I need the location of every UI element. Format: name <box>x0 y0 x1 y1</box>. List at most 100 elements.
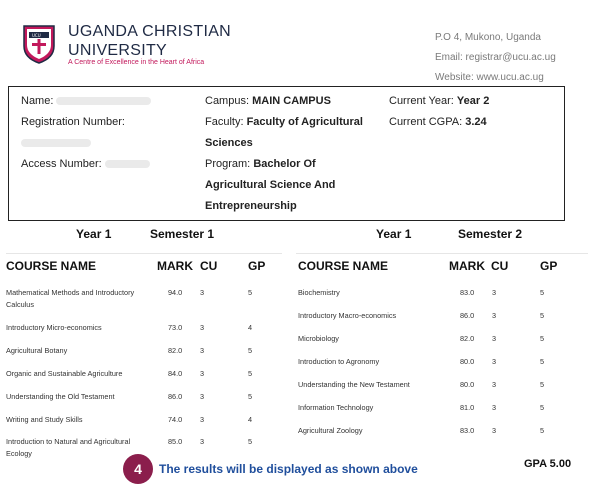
current-year-value: Year 2 <box>456 95 490 107</box>
access-redacted <box>104 160 150 169</box>
course-gp: 5 <box>248 437 253 446</box>
course-mark: 84.0 <box>168 369 183 378</box>
course-mark: 82.0 <box>168 346 183 355</box>
cgpa-row: Current CGPA: 3.24 <box>389 112 489 133</box>
status-column: Current Year: Year 2 Current CGPA: 3.24 <box>389 91 489 133</box>
program-label: Program: <box>205 158 251 170</box>
course-name: Writing and Study Skills <box>6 415 83 424</box>
course-mark: 81.0 <box>460 403 475 412</box>
s1-gp-header: GP <box>248 259 266 273</box>
course-name: Understanding the Old Testament <box>6 392 115 401</box>
university-name: UGANDA CHRISTIAN UNIVERSITY <box>68 22 231 60</box>
course-mark: 86.0 <box>168 392 183 401</box>
course-cu: 3 <box>200 369 205 378</box>
course-cu: 3 <box>492 311 497 320</box>
semester1-year-label: Year 1 <box>76 227 112 241</box>
university-crest-icon: UCU <box>23 25 55 64</box>
program-value-line1: Bachelor Of <box>253 158 316 170</box>
course-cu: 3 <box>200 392 205 401</box>
semester2-year-label: Year 1 <box>376 227 412 241</box>
program-row: Program: Bachelor Of <box>205 154 363 175</box>
course-gp: 4 <box>248 415 253 424</box>
s2-gp-header: GP <box>540 259 558 273</box>
program-column: Campus: MAIN CAMPUS Faculty: Faculty of … <box>205 91 363 217</box>
name-redacted <box>56 97 152 106</box>
s2-course-header: COURSE NAME <box>298 259 389 273</box>
course-mark: 94.0 <box>168 288 183 297</box>
course-gp: 5 <box>540 288 545 297</box>
course-cu: 3 <box>492 426 497 435</box>
course-gp: 4 <box>248 323 253 332</box>
course-cu: 3 <box>200 415 205 424</box>
s2-cu-header: CU <box>491 259 509 273</box>
regno-redacted <box>21 139 91 148</box>
semester-gpa: GPA 5.00 <box>524 458 572 470</box>
course-cu: 3 <box>492 403 497 412</box>
faculty-value-line2: Sciences <box>205 137 253 149</box>
s1-course-header: COURSE NAME <box>6 259 97 273</box>
course-name: Introduction to Agronomy <box>298 357 380 366</box>
course-name: Microbiology <box>298 334 339 343</box>
website-text: Website: www.ucu.ac.ug <box>435 72 544 83</box>
course-gp: 5 <box>248 369 253 378</box>
course-cu: 3 <box>492 380 497 389</box>
faculty-value-line1: Faculty of Agricultural <box>246 116 363 128</box>
access-label: Access Number: <box>21 158 102 170</box>
letterhead: UCU UGANDA CHRISTIAN UNIVERSITY A Centre… <box>0 0 595 83</box>
course-name: Biochemistry <box>298 288 340 297</box>
university-name-line2: UNIVERSITY <box>68 42 168 59</box>
name-label: Name: <box>21 95 54 107</box>
course-gp: 5 <box>540 426 545 435</box>
svg-text:UCU: UCU <box>32 33 41 38</box>
access-row: Access Number: <box>21 154 151 175</box>
faculty-row: Faculty: Faculty of Agricultural <box>205 112 363 133</box>
instruction-text: The results will be displayed as shown a… <box>159 462 418 476</box>
semester2-label: Semester 2 <box>458 227 523 241</box>
address-text: P.O 4, Mukono, Uganda <box>435 32 541 43</box>
program-value-line2: Agricultural Science And <box>205 179 336 191</box>
course-mark: 86.0 <box>460 311 475 320</box>
course-name: Mathematical Methods and Introductory Cal… <box>6 288 135 309</box>
course-name: Introductory Micro-economics <box>6 323 102 332</box>
course-name: Understanding the New Testament <box>298 380 410 389</box>
campus-label: Campus: <box>205 95 250 107</box>
course-gp: 5 <box>540 357 545 366</box>
course-gp: 5 <box>248 288 253 297</box>
course-cu: 3 <box>200 437 205 446</box>
course-gp: 5 <box>540 403 545 412</box>
contact-block: P.O 4, Mukono, Uganda Email: registrar@u… <box>435 28 556 88</box>
course-cu: 3 <box>492 288 497 297</box>
campus-row: Campus: MAIN CAMPUS <box>205 91 363 112</box>
course-name: Introductory Macro-economics <box>298 311 397 320</box>
faculty-label: Faculty: <box>205 116 244 128</box>
course-mark: 83.0 <box>460 426 475 435</box>
s1-mark-header: MARK <box>157 259 193 273</box>
course-name: Organic and Sustainable Agriculture <box>6 369 123 378</box>
course-mark: 83.0 <box>460 288 475 297</box>
course-cu: 3 <box>200 346 205 355</box>
course-cu: 3 <box>492 357 497 366</box>
course-name: Agricultural Botany <box>6 346 68 355</box>
course-gp: 5 <box>248 346 253 355</box>
cgpa-label: Current CGPA: <box>389 116 463 128</box>
course-name: Information Technology <box>298 403 374 412</box>
course-cu: 3 <box>200 288 205 297</box>
university-name-line1: UGANDA CHRISTIAN <box>68 23 232 40</box>
course-name: Introduction to Natural and Agricultural… <box>6 437 131 458</box>
course-gp: 5 <box>540 334 545 343</box>
step-number-badge: 4 <box>123 454 153 484</box>
semester1-divider <box>6 253 282 254</box>
semester1-label: Semester 1 <box>150 227 215 241</box>
course-mark: 85.0 <box>168 437 183 446</box>
email-text: Email: registrar@ucu.ac.ug <box>435 52 556 63</box>
regno-row <box>21 133 151 154</box>
current-year-label: Current Year: <box>389 95 454 107</box>
university-tagline: A Centre of Excellence in the Heart of A… <box>68 59 205 66</box>
regno-label: Registration Number: <box>21 116 125 128</box>
course-gp: 5 <box>248 392 253 401</box>
cgpa-value: 3.24 <box>465 116 487 128</box>
course-gp: 5 <box>540 311 545 320</box>
student-info-box: Name: Registration Number: Access Number… <box>8 86 565 221</box>
course-gp: 5 <box>540 380 545 389</box>
s1-cu-header: CU <box>200 259 218 273</box>
